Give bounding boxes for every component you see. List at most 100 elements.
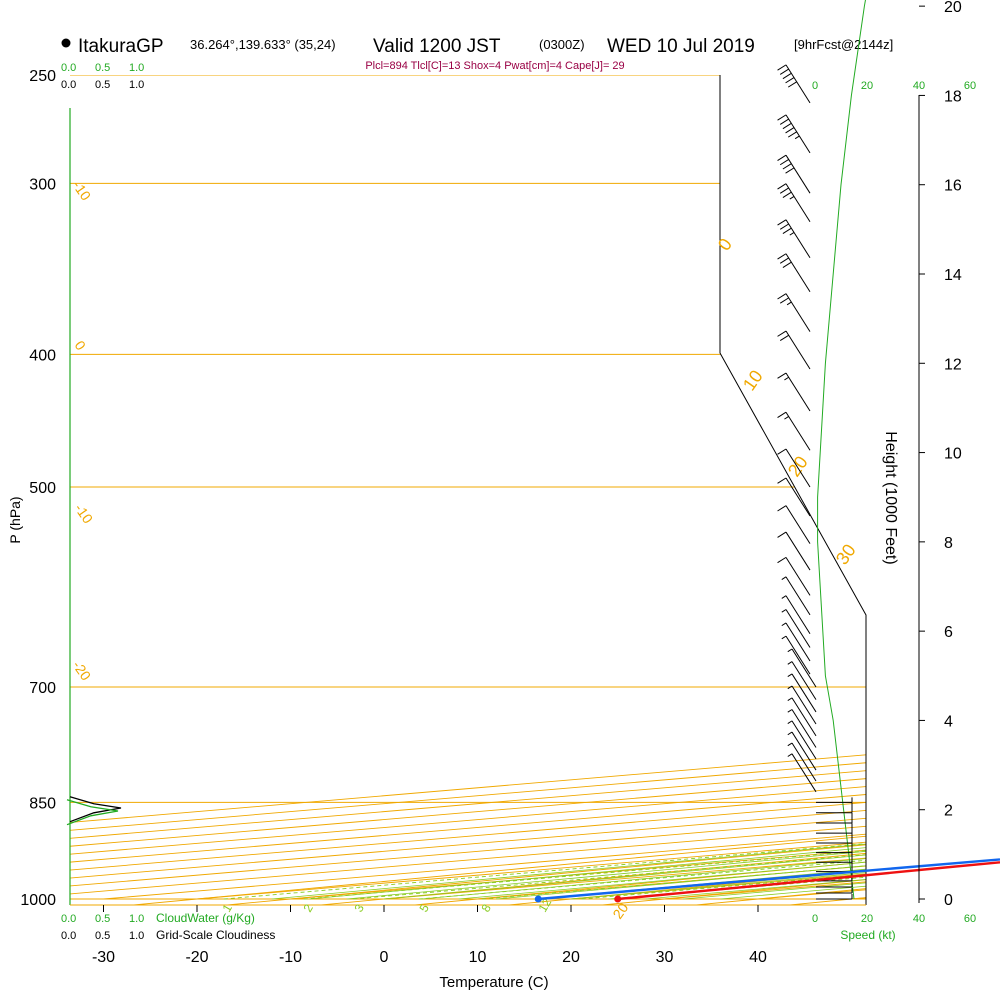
wind-barb (816, 852, 853, 863)
wind-barb-halfflag (787, 753, 793, 757)
station-coords: 36.264°,139.633° (35,24) (190, 37, 336, 52)
isotherm-label: 30 (832, 540, 860, 568)
wind-barb-staff (791, 661, 817, 700)
speed-label: Speed (kt) (840, 928, 895, 942)
wind-barb-staff (785, 64, 811, 104)
wind-barb-halfflag (787, 648, 793, 653)
wind-barb-staff (785, 183, 811, 222)
dry-adiabat-line (173, 75, 866, 905)
wind-barb (777, 219, 811, 259)
dry-adiabat-line (552, 75, 866, 905)
wind-barb (816, 881, 853, 888)
wind-barb-staff (785, 293, 811, 332)
wind-barb (777, 154, 811, 194)
wind-barb (777, 411, 811, 451)
wind-barb (787, 753, 817, 793)
height-tick-label: 6 (944, 624, 953, 641)
dewpoint-line (538, 858, 1000, 901)
wind-barb (816, 832, 853, 844)
isotherm-line (196, 75, 866, 900)
cloudwater-scale-bottom-2: 1.0 (129, 913, 144, 925)
cloudiness-scale-top-0: 0.0 (61, 79, 76, 91)
x-axis-title: Temperature (C) (439, 974, 548, 991)
height-tick-label: 18 (944, 88, 962, 105)
dry-adiabat-line (78, 75, 866, 905)
height-tick-label: 16 (944, 178, 962, 195)
wind-barb-flag (782, 122, 792, 130)
wind-barb-flag (777, 114, 787, 121)
mixing-ratio-line (581, 353, 866, 900)
speed-tick-top-0: 0 (812, 80, 818, 92)
wind-barb-halfflag (787, 661, 793, 665)
cloudiness-scale-bottom-2: 1.0 (129, 930, 144, 942)
speed-tick-top-2: 40 (913, 80, 925, 92)
forecast-info: [9hrFcst@2144z] (794, 37, 893, 52)
moist-adiabat-line (570, 183, 866, 900)
wind-barb-flag (777, 372, 787, 379)
wind-barb-halfflag (789, 195, 795, 200)
wind-barb-halfflag (781, 622, 787, 627)
pressure-tick-label: 250 (29, 68, 56, 85)
wind-barb-flag (787, 81, 797, 88)
wind-barb (787, 648, 817, 688)
wind-barb-flag (777, 154, 787, 161)
wind-barb-halfflag (781, 576, 787, 580)
moist-adiabat-line (496, 183, 866, 900)
wind-barb-halfflag (787, 673, 793, 678)
wind-barb-staff (785, 576, 811, 616)
wind-barb-flag (777, 330, 787, 337)
height-tick-label: 0 (944, 892, 953, 909)
wind-barb-flag (779, 297, 789, 304)
cloudwater-label: CloudWater (g/Kg) (156, 911, 255, 925)
wind-speed-profile (817, 0, 866, 900)
valid-date: WED 10 Jul 2019 (607, 36, 755, 57)
wind-barb-halfflag (787, 742, 793, 747)
isotherm-line (70, 75, 866, 900)
wind-barb-staff (785, 557, 811, 596)
height-tick-label: 12 (944, 356, 962, 373)
wind-barb (787, 731, 817, 771)
wind-barb (777, 114, 811, 154)
isotherm-line (383, 75, 866, 900)
wind-barb-flag (785, 77, 795, 84)
wind-barb-flag (779, 257, 789, 264)
cloudwater-scale-top-2: 1.0 (129, 62, 144, 74)
wind-barb-halfflag (781, 595, 787, 599)
wind-barb-flag (785, 127, 795, 134)
wind-barb-staff (785, 253, 811, 293)
height-tick-label: 10 (944, 446, 962, 463)
x-tick-label: -20 (185, 949, 208, 966)
wind-barb-flag (777, 505, 787, 512)
x-tick-label: 20 (562, 949, 580, 966)
plot-frame (719, 75, 867, 905)
wind-barb-halfflag (787, 720, 793, 724)
wind-barb-staff (785, 477, 811, 517)
wind-barb-halfflag (786, 301, 792, 306)
sounding-lines (534, 858, 1000, 903)
utc-time: (0300Z) (539, 37, 585, 52)
wind-barb (787, 742, 817, 782)
wind-barb (816, 823, 853, 834)
mixing-ratio-label: 2 (300, 901, 316, 914)
dry-adiabat-line (647, 75, 866, 905)
speed-tick-bottom-3: 60 (964, 913, 976, 925)
right-axis-title: Height (1000 Feet) (882, 431, 899, 564)
wind-barb-staff (791, 697, 817, 737)
wind-barbs (777, 64, 853, 900)
isotherm-label: -10 (70, 178, 95, 204)
moist-adiabat-line (533, 183, 866, 900)
cloudiness-scale-bottom-0: 0.0 (61, 930, 76, 942)
wind-barb-halfflag (787, 697, 793, 701)
wind-barb-flag (777, 253, 787, 260)
station-name: ItakuraGP (78, 36, 164, 57)
wind-barb (816, 802, 853, 814)
isotherm-label: 10 (739, 366, 767, 394)
cloudiness-scale-bottom-1: 0.5 (95, 930, 110, 942)
speed-tick-bottom-1: 20 (861, 913, 873, 925)
speed-tick-top-3: 60 (964, 80, 976, 92)
speed-tick-top-1: 20 (861, 80, 873, 92)
wind-barb-halfflag (784, 376, 789, 381)
wind-barb-flag (777, 448, 787, 455)
wind-barb-flag (779, 68, 789, 75)
isotherm-label: -10 (72, 501, 97, 527)
